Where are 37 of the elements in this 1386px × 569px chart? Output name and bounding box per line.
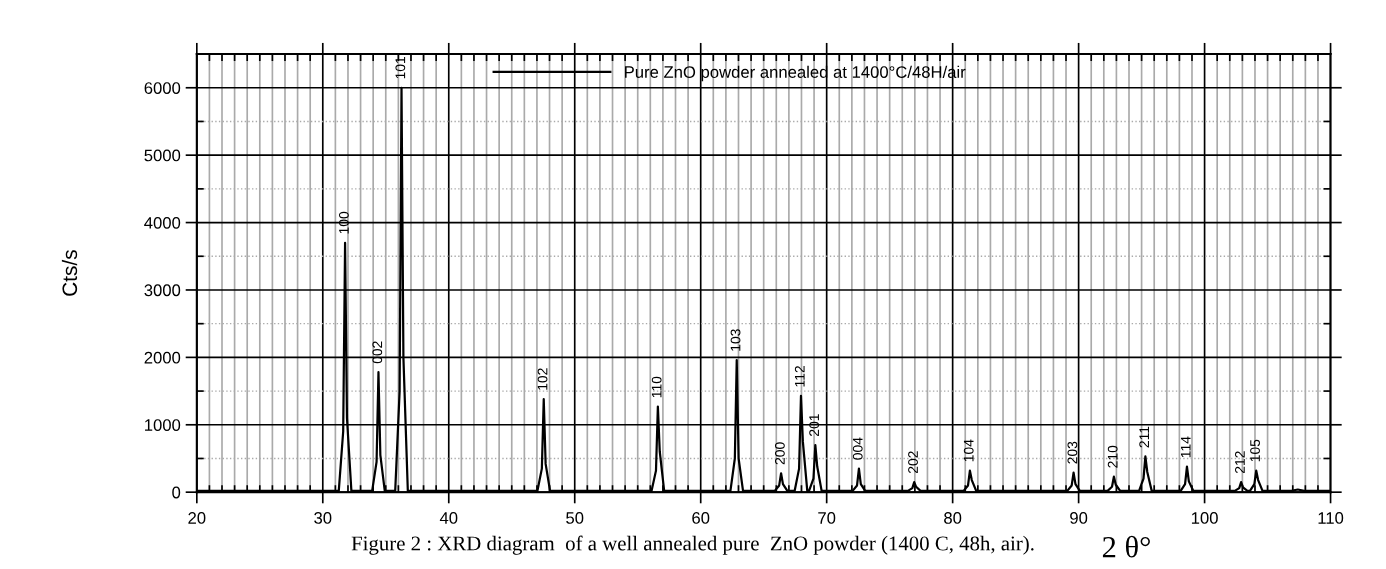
x-tick-label: 50: [566, 512, 584, 524]
annotation: 104: [963, 439, 974, 462]
annotation: 102: [537, 368, 548, 390]
x-axis-title: 2 θ°: [1102, 535, 1150, 558]
annotation: 211: [1139, 426, 1149, 448]
annotation: 200: [774, 442, 785, 465]
x-tick-label: 20: [188, 512, 206, 524]
annotation: 110: [651, 376, 662, 398]
annotation: 100: [338, 211, 349, 234]
x-tick-label: 40: [439, 512, 458, 524]
annotation: 101: [395, 56, 406, 79]
caption: Figure 2 : XRD diagram of a well annealed pure ZnO powder (1400 C, 48h, air).: [351, 535, 1034, 555]
x-tick-label: 80: [944, 512, 962, 524]
y-axis-title: Cts/s: [61, 250, 78, 296]
annotation: 212: [1235, 451, 1245, 474]
annotation: 203: [1067, 441, 1078, 464]
y-tick-label: 3000: [144, 284, 181, 297]
annotation: 103: [730, 329, 741, 351]
x-tick-label: 30: [314, 512, 332, 524]
y-tick-label: 6000: [144, 82, 181, 94]
annotation: 202: [908, 451, 918, 474]
annotation: 201: [809, 414, 820, 436]
y-tick-label: 5000: [144, 149, 181, 162]
x-tick-label: 90: [1070, 512, 1088, 524]
x-tick-label: 100: [1191, 512, 1218, 524]
annotation: 112: [794, 366, 805, 387]
x-tick-label: 70: [818, 512, 836, 524]
annotation: 105: [1250, 439, 1260, 462]
annotation: 114: [1180, 436, 1191, 458]
y-tick-label: 4000: [144, 216, 181, 229]
y-tick-label: 2000: [144, 351, 181, 364]
x-tick-label: 110: [1318, 512, 1344, 524]
annotation: 210: [1107, 445, 1118, 468]
annotation: 004: [852, 437, 863, 460]
y-tick-label: 1000: [145, 419, 181, 431]
x-tick-label: 60: [692, 512, 710, 524]
y-tick-label: 0: [172, 486, 181, 499]
